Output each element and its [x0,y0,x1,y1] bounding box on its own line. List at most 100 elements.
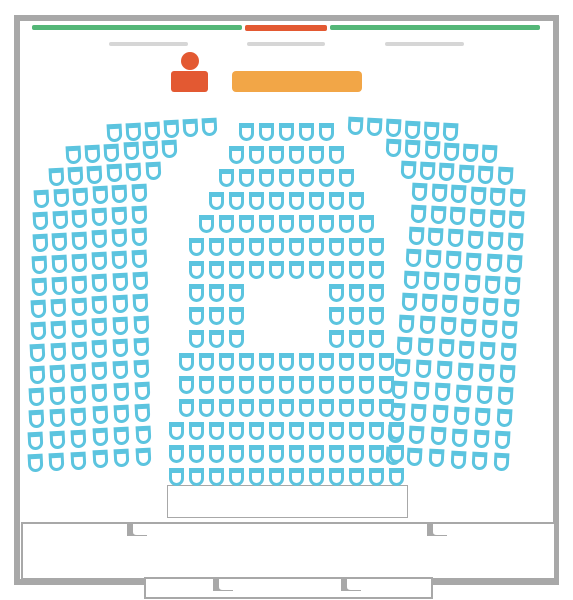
seat [132,228,148,247]
seat [457,362,473,381]
seat [53,188,69,207]
seat [349,261,364,279]
seat [481,319,497,338]
seat [389,445,404,463]
seat [279,215,294,233]
seat [496,409,512,428]
seat [72,209,88,228]
seat [219,376,234,394]
seat [199,399,214,417]
seat [111,207,127,226]
seat [415,360,431,379]
seat [329,468,344,486]
seat [408,227,424,246]
seat [49,452,65,471]
seat [369,330,384,348]
seat [169,445,184,463]
seat [71,363,87,382]
seat [339,399,354,417]
seat [279,376,294,394]
seat [269,445,284,463]
seat [259,353,274,371]
seat [339,169,354,187]
seat [229,192,244,210]
seat [92,428,108,447]
seat [349,468,364,486]
seat [229,284,244,302]
seat [289,422,304,440]
seat [29,366,45,385]
seat [413,382,429,401]
seat [199,215,214,233]
seat [299,376,314,394]
seat [229,238,244,256]
seat [319,353,334,371]
seat [259,169,274,187]
seat [289,192,304,210]
seat [309,261,324,279]
seat [369,445,384,463]
seat [349,284,364,302]
seat [135,426,151,445]
seat [464,274,480,293]
seat [349,445,364,463]
seat [405,120,421,139]
seat [329,330,344,348]
seat [503,299,519,318]
seat [389,422,404,440]
seat [32,256,48,275]
seat [379,376,394,394]
seat [309,238,324,256]
seat [229,146,244,164]
seat [289,146,304,164]
seat [319,169,334,187]
seat [189,422,204,440]
seat [400,161,416,180]
seat [219,169,234,187]
seat [359,353,374,371]
bracket-0 [127,522,147,536]
seat [229,330,244,348]
seat [239,376,254,394]
seat [239,169,254,187]
seat [339,353,354,371]
seat [133,316,149,335]
seat [443,142,459,161]
seat [92,450,108,469]
seat [30,322,46,341]
podium-desk [171,71,208,92]
seat [486,253,502,272]
seat [189,445,204,463]
seat [50,386,66,405]
seat [132,184,148,203]
seat [28,432,44,451]
bracket-2 [213,577,233,591]
seat [229,445,244,463]
seat [134,338,150,357]
seat [66,146,82,165]
seat [329,146,344,164]
seat [132,272,148,291]
seat [52,210,68,229]
seat [169,422,184,440]
seat [249,238,264,256]
seat [349,307,364,325]
seat [470,186,486,205]
seat [410,205,426,224]
seat [229,261,244,279]
seat [92,406,108,425]
seat [161,140,177,159]
seat [259,215,274,233]
seat [104,143,120,162]
seat [339,376,354,394]
seat [269,422,284,440]
seat [450,450,466,469]
seat [458,164,474,183]
top-bar-5 [385,42,464,46]
seat [369,468,384,486]
seat [259,399,274,417]
seat [31,300,47,319]
seat [52,254,68,273]
top-bar-0 [32,25,242,30]
panel-1 [144,577,433,599]
